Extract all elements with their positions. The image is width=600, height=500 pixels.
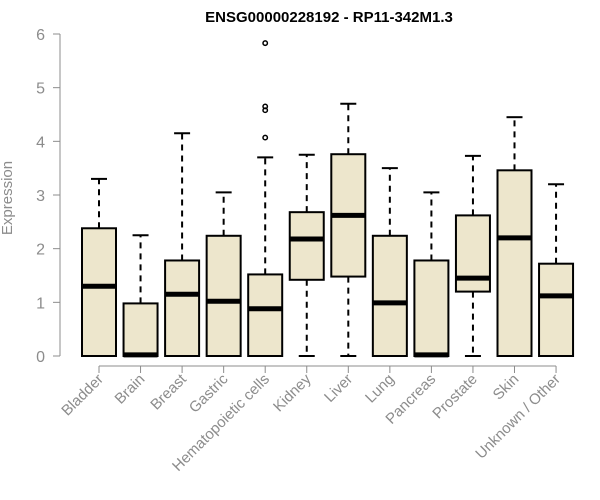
box-iqr	[371, 234, 408, 357]
y-tick-label: 2	[36, 242, 45, 259]
x-tick-label: Liver	[321, 371, 356, 406]
box-iqr	[288, 211, 325, 281]
x-tick-label: Breast	[147, 370, 190, 413]
box-iqr	[205, 234, 242, 357]
outlier-point	[262, 40, 269, 47]
y-tick-label: 5	[36, 81, 45, 98]
box-bladder	[81, 177, 117, 357]
x-tick-label: Lung	[362, 371, 398, 407]
box-breast	[164, 132, 201, 357]
box-iqr	[247, 273, 284, 357]
box-pancreas	[413, 191, 450, 358]
y-tick-label: 6	[36, 27, 45, 44]
y-axis-label: Expression	[0, 161, 16, 235]
box-series	[81, 40, 575, 358]
box-iqr	[81, 227, 117, 357]
box-iqr	[538, 262, 575, 357]
box-gastric	[205, 191, 242, 357]
box-lung	[371, 167, 408, 357]
box-unknown-other	[538, 183, 575, 357]
x-tick-label: Kidney	[270, 370, 315, 415]
y-tick-label: 1	[36, 295, 45, 312]
box-kidney	[288, 153, 325, 357]
box-iqr	[496, 169, 533, 357]
x-tick-label: Brain	[112, 371, 149, 408]
chart-title: ENSG00000228192 - RP11-342M1.3	[205, 9, 453, 26]
box-skin	[496, 116, 533, 357]
y-tick-label: 0	[36, 349, 45, 366]
box-liver	[330, 102, 367, 357]
y-tick-label: 3	[36, 188, 45, 205]
box-iqr	[164, 259, 201, 357]
box-iqr	[413, 259, 450, 357]
outlier-point	[262, 103, 269, 110]
y-axis: 0 1 2 3 4 5 6	[36, 27, 61, 366]
x-tick-label: Bladder	[58, 371, 107, 420]
y-tick-label: 4	[36, 134, 45, 151]
box-iqr	[122, 302, 159, 358]
box-brain	[122, 234, 159, 358]
x-tick-label: Skin	[490, 371, 523, 404]
box-prostate	[454, 154, 491, 357]
outlier-point	[262, 134, 269, 141]
x-tick-label: Prostate	[429, 371, 481, 423]
box-hematopoietic-cells	[247, 40, 284, 357]
